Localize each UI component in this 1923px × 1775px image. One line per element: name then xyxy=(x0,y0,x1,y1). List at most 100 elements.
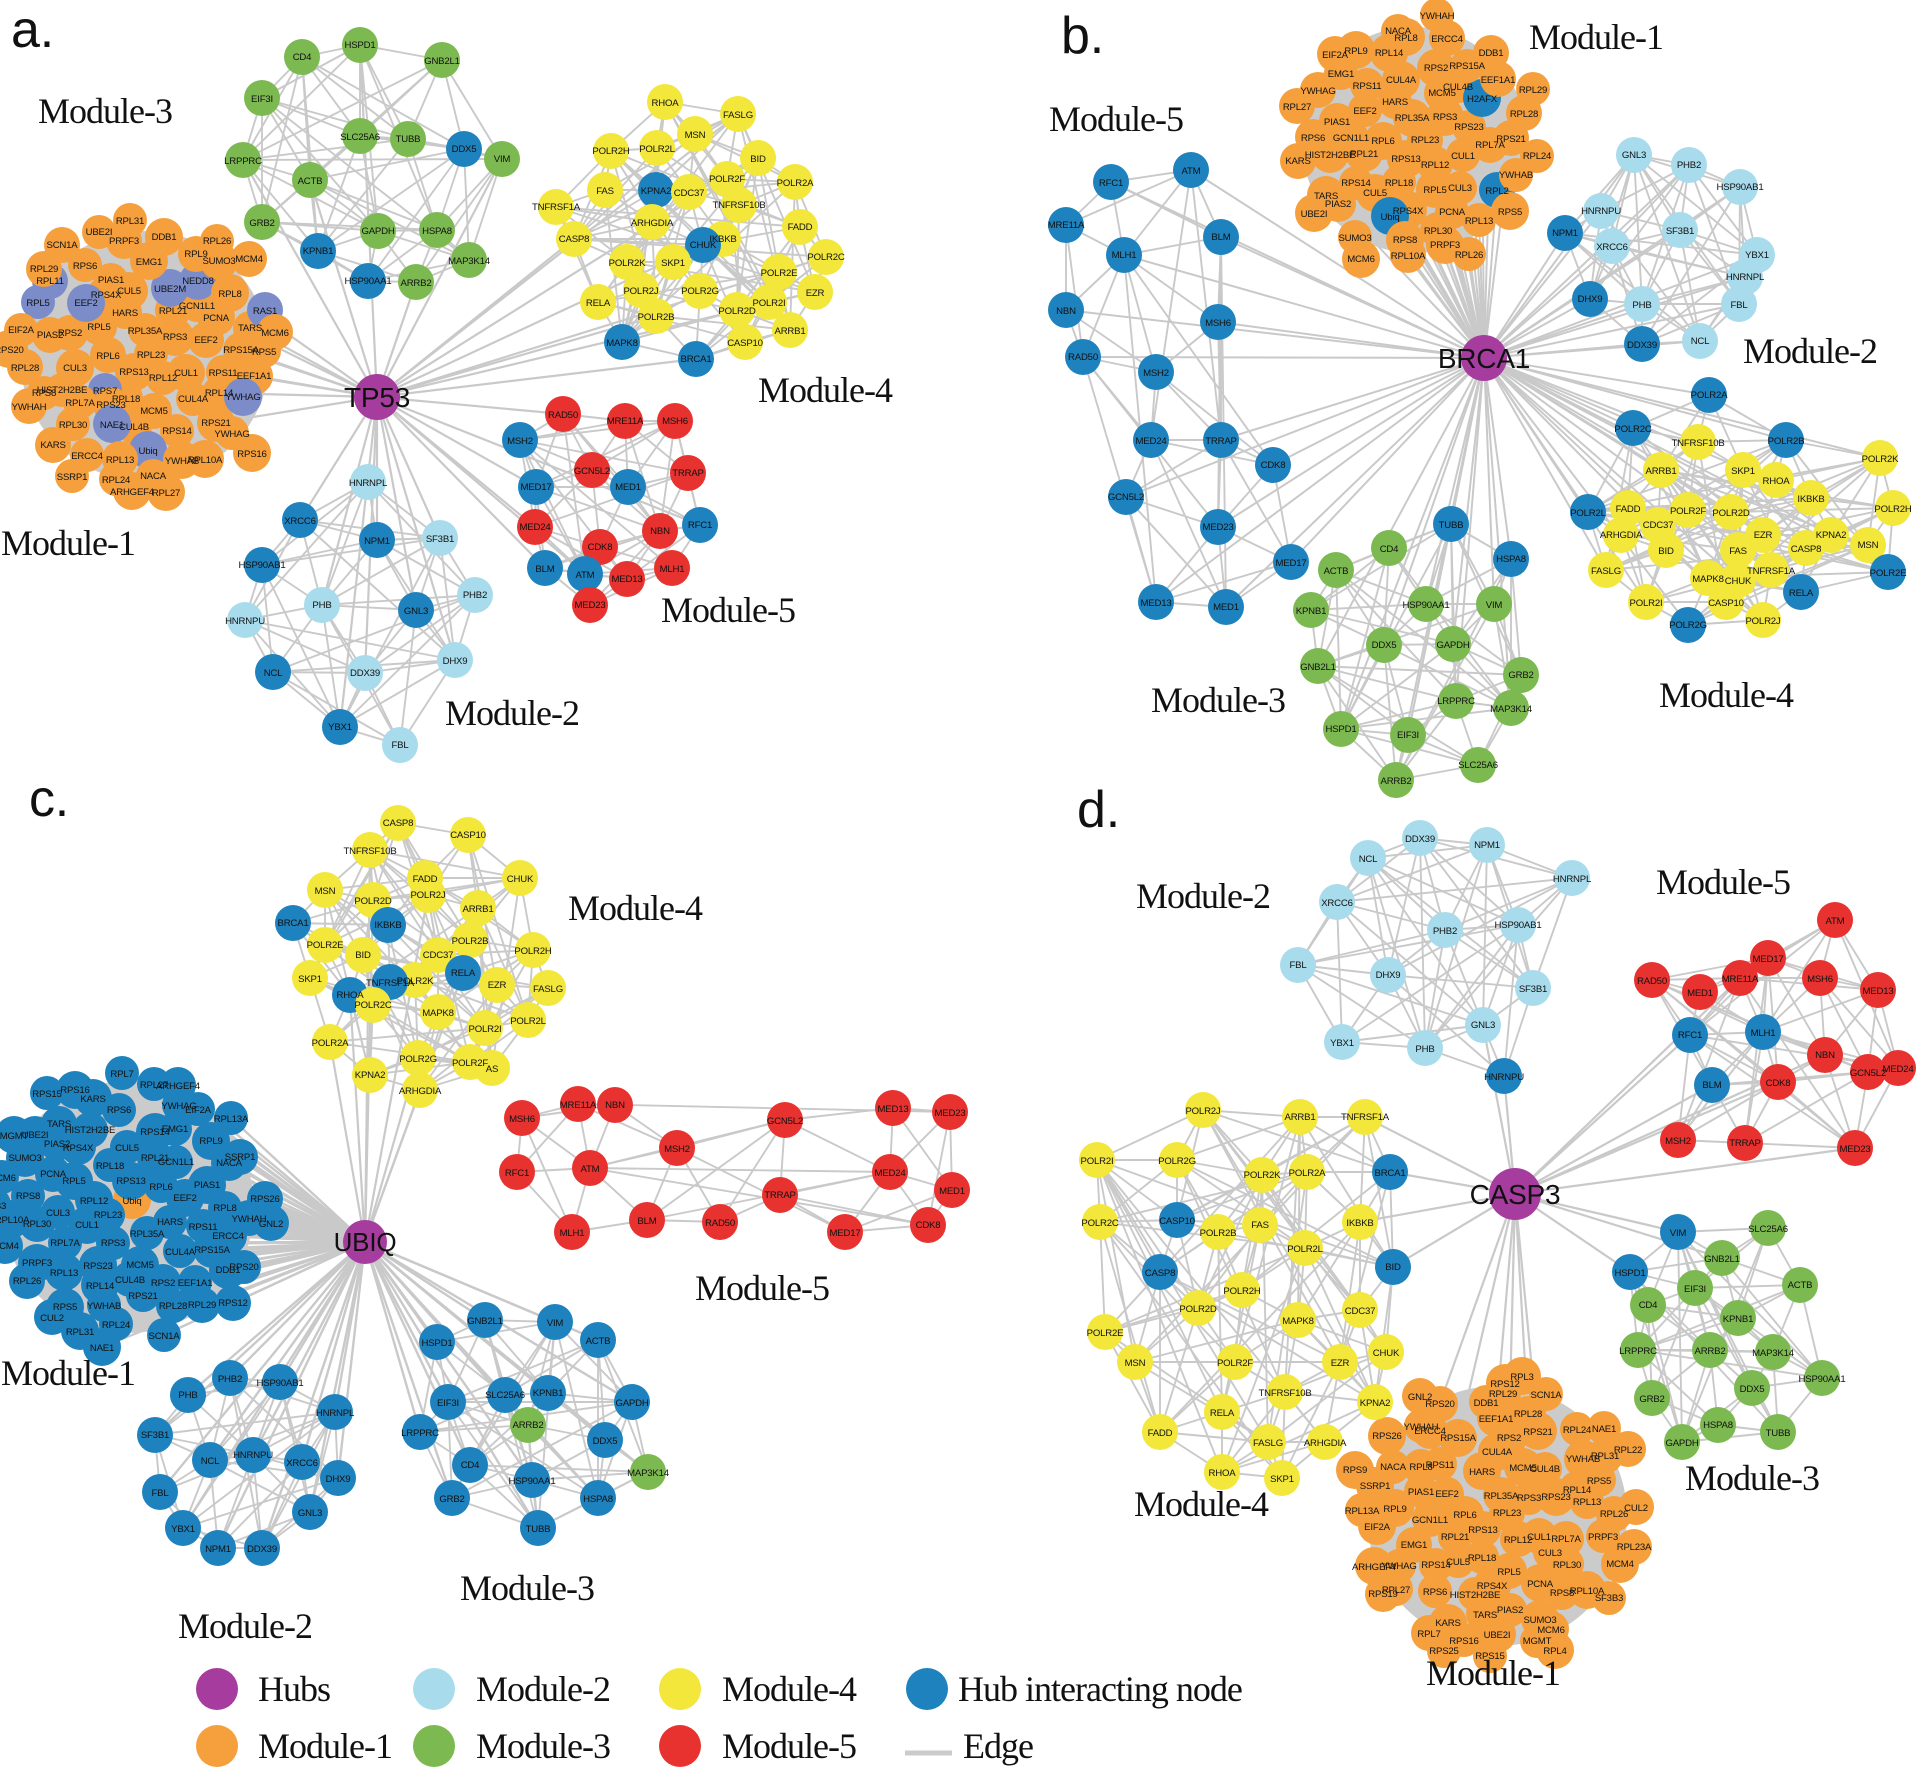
svg-text:HNRNPL: HNRNPL xyxy=(1553,874,1592,885)
svg-text:MED13: MED13 xyxy=(878,1104,909,1115)
svg-text:EEF2: EEF2 xyxy=(194,335,217,346)
svg-text:RPL21: RPL21 xyxy=(141,1153,169,1164)
svg-text:RPS13: RPS13 xyxy=(1391,154,1420,165)
svg-text:EEF1A1: EEF1A1 xyxy=(237,371,272,382)
svg-text:MED1: MED1 xyxy=(1687,988,1713,999)
svg-text:HIST2H2BE: HIST2H2BE xyxy=(1450,1590,1500,1601)
svg-text:RPL14: RPL14 xyxy=(1375,48,1404,59)
svg-text:TNFRSF10B: TNFRSF10B xyxy=(1671,438,1724,449)
svg-text:EIF3I: EIF3I xyxy=(1684,1284,1706,1295)
svg-text:RPL35A: RPL35A xyxy=(1484,1491,1519,1502)
svg-text:PIAS2: PIAS2 xyxy=(1497,1605,1523,1616)
svg-text:CUL4A: CUL4A xyxy=(165,1247,196,1258)
svg-text:SF3B1: SF3B1 xyxy=(1666,226,1694,237)
svg-text:POLR2D: POLR2D xyxy=(354,896,391,907)
svg-text:RPL23: RPL23 xyxy=(1493,1508,1521,1519)
svg-text:RPL31: RPL31 xyxy=(1591,1451,1619,1462)
svg-text:SUMO3: SUMO3 xyxy=(1338,233,1371,244)
svg-text:KPNB1: KPNB1 xyxy=(1723,1314,1753,1325)
svg-text:POLR2L: POLR2L xyxy=(639,144,675,155)
svg-text:DDB1: DDB1 xyxy=(1479,48,1504,59)
svg-text:KARS: KARS xyxy=(40,440,65,451)
svg-text:HSPA8: HSPA8 xyxy=(1496,554,1526,565)
svg-text:TRRAP: TRRAP xyxy=(764,1190,796,1201)
svg-text:YWHAG: YWHAG xyxy=(1381,1561,1416,1572)
svg-text:RPL24: RPL24 xyxy=(102,1320,131,1331)
svg-text:HNRNPL: HNRNPL xyxy=(316,1408,355,1419)
svg-text:GNL3: GNL3 xyxy=(404,606,428,617)
svg-text:PRPF3: PRPF3 xyxy=(1430,240,1460,251)
svg-text:EZR: EZR xyxy=(1754,530,1773,541)
svg-text:RPS23: RPS23 xyxy=(83,1261,112,1272)
svg-text:RPS5: RPS5 xyxy=(1498,207,1522,218)
svg-text:RPL13: RPL13 xyxy=(1465,216,1493,227)
svg-text:BRCA1: BRCA1 xyxy=(681,354,712,365)
svg-text:RPS20: RPS20 xyxy=(0,345,24,356)
svg-text:PIAS1: PIAS1 xyxy=(98,275,124,286)
svg-text:CUL3: CUL3 xyxy=(46,1208,70,1219)
svg-text:RELA: RELA xyxy=(451,968,476,979)
svg-text:HARS: HARS xyxy=(157,1217,183,1228)
svg-text:Module-5: Module-5 xyxy=(722,1726,856,1766)
svg-text:MRE11A: MRE11A xyxy=(1722,974,1759,985)
svg-text:RPS21: RPS21 xyxy=(1496,134,1525,145)
svg-text:EMG1: EMG1 xyxy=(1401,1540,1427,1551)
svg-text:NACA: NACA xyxy=(216,1158,243,1169)
svg-text:ARRB1: ARRB1 xyxy=(1285,1112,1316,1123)
svg-text:ARRB2: ARRB2 xyxy=(1695,1346,1726,1357)
svg-text:SUMO3: SUMO3 xyxy=(1523,1615,1556,1626)
svg-text:RAD50: RAD50 xyxy=(548,410,578,421)
svg-text:POLR2B: POLR2B xyxy=(452,936,489,947)
svg-text:IKBKB: IKBKB xyxy=(1797,494,1824,505)
svg-text:HSP90AA1: HSP90AA1 xyxy=(345,276,392,287)
svg-text:KPNA2: KPNA2 xyxy=(355,1070,385,1081)
svg-text:MCM5: MCM5 xyxy=(1428,88,1455,99)
svg-text:MED1: MED1 xyxy=(615,482,641,493)
svg-text:RPS12: RPS12 xyxy=(218,1298,247,1309)
svg-text:HSP90AA1: HSP90AA1 xyxy=(1799,1374,1846,1385)
svg-text:IKBKB: IKBKB xyxy=(1346,1218,1373,1229)
svg-text:NCL: NCL xyxy=(264,668,283,679)
svg-text:RPS3: RPS3 xyxy=(1517,1493,1541,1504)
svg-text:DHX9: DHX9 xyxy=(326,1474,351,1485)
svg-text:NCL: NCL xyxy=(201,1456,220,1467)
svg-text:TNFRSF10B: TNFRSF10B xyxy=(343,846,396,857)
svg-text:DDX5: DDX5 xyxy=(452,144,477,155)
svg-text:CASP10: CASP10 xyxy=(1708,598,1744,609)
svg-text:GCN5L2: GCN5L2 xyxy=(767,1116,803,1127)
svg-text:TRRAP: TRRAP xyxy=(672,468,704,479)
svg-text:Ubiq: Ubiq xyxy=(123,1196,142,1207)
svg-text:ERCC4: ERCC4 xyxy=(1431,34,1463,45)
svg-text:MSN: MSN xyxy=(1125,1358,1146,1369)
svg-text:NBN: NBN xyxy=(1815,1050,1835,1061)
svg-text:HIST2H2BE: HIST2H2BE xyxy=(37,385,87,396)
svg-text:SSRP1: SSRP1 xyxy=(57,472,87,483)
svg-text:RPL10A: RPL10A xyxy=(1391,251,1426,262)
svg-text:YBX1: YBX1 xyxy=(328,722,352,733)
svg-text:EMG1: EMG1 xyxy=(136,257,162,268)
svg-text:MLH1: MLH1 xyxy=(1751,1028,1776,1039)
svg-text:TUBB: TUBB xyxy=(1439,520,1464,531)
svg-text:EEF1A1: EEF1A1 xyxy=(1479,1414,1514,1425)
svg-text:GNB2L1: GNB2L1 xyxy=(424,56,460,67)
svg-text:RPL14: RPL14 xyxy=(86,1281,115,1292)
svg-text:UBE2I: UBE2I xyxy=(1484,1630,1511,1641)
svg-text:KPNB1: KPNB1 xyxy=(533,1388,563,1399)
svg-text:UBE2M: UBE2M xyxy=(154,284,186,295)
svg-text:POLR2D: POLR2D xyxy=(718,306,755,317)
svg-text:POLR2I: POLR2I xyxy=(753,298,786,309)
svg-text:HARS: HARS xyxy=(112,308,138,319)
svg-text:POLR2J: POLR2J xyxy=(410,890,445,901)
svg-text:MCM4: MCM4 xyxy=(1606,1559,1634,1570)
svg-text:CHUK: CHUK xyxy=(507,874,534,885)
svg-text:EMG1: EMG1 xyxy=(162,1124,188,1135)
svg-text:RPL35A: RPL35A xyxy=(128,326,163,337)
svg-text:CUL3: CUL3 xyxy=(63,363,87,374)
svg-text:RPS15A: RPS15A xyxy=(223,345,259,356)
svg-text:FADD: FADD xyxy=(413,874,438,885)
svg-text:RPS7: RPS7 xyxy=(93,386,117,397)
svg-text:DDX39: DDX39 xyxy=(247,1544,277,1555)
svg-text:KARS: KARS xyxy=(1285,156,1310,167)
svg-text:SF3B1: SF3B1 xyxy=(426,534,454,545)
svg-text:DHX9: DHX9 xyxy=(1578,294,1603,305)
